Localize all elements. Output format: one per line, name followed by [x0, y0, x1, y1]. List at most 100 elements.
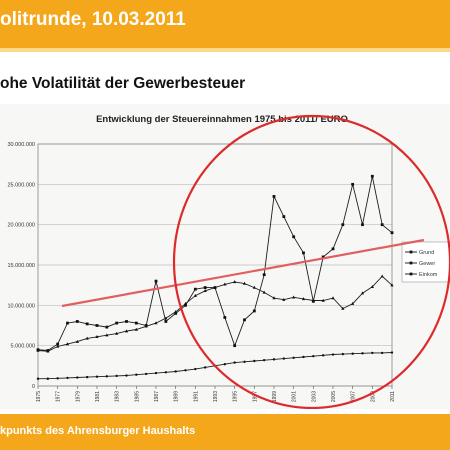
tax-revenue-chart: Entwicklung der Steuereinnahmen 1975 bis… — [7, 114, 450, 410]
x-axis-ticks: 1975 1977 1979 1981 1983 1985 1987 1989 1991 1993… — [36, 386, 396, 402]
x-tick-label: 1987 — [154, 391, 160, 402]
data-point — [302, 251, 305, 255]
data-point — [115, 321, 119, 325]
data-point — [154, 371, 158, 375]
legend-label: Grund — [419, 250, 434, 256]
data-point — [46, 349, 50, 353]
data-point — [361, 223, 364, 227]
data-point — [36, 348, 40, 352]
data-point — [85, 336, 89, 340]
x-tick-label: 2001 — [292, 391, 298, 402]
data-point — [154, 321, 158, 325]
data-point — [213, 285, 217, 289]
data-point — [144, 324, 148, 328]
y-tick-label: 0 — [32, 384, 35, 390]
data-point — [164, 320, 168, 323]
data-point — [243, 360, 246, 363]
data-point — [321, 298, 325, 302]
x-tick-label: 1995 — [233, 391, 239, 402]
legend-marker — [409, 272, 413, 276]
x-tick-label: 1975 — [36, 391, 42, 402]
series-group — [36, 174, 394, 380]
data-point — [312, 354, 315, 358]
data-point — [135, 373, 138, 376]
data-point — [272, 195, 276, 198]
data-point — [252, 309, 256, 313]
data-point — [66, 321, 69, 325]
title-bar: olitrunde, 10.03.2011 — [0, 0, 450, 48]
data-point — [105, 375, 109, 378]
data-point — [194, 367, 197, 371]
data-point — [371, 351, 374, 355]
y-axis-ticks: 0 5.000.000 10.000.000 15.000.000 20.000.000… — [7, 142, 35, 390]
x-tick-label: 1977 — [56, 391, 62, 402]
legend-marker — [409, 261, 413, 265]
data-point — [321, 354, 325, 357]
data-point — [223, 363, 227, 366]
data-point — [85, 322, 89, 326]
x-tick-label: 2003 — [311, 391, 317, 402]
data-point — [154, 279, 158, 283]
data-point — [360, 291, 365, 295]
footer-text: kpunkts des Ahrensburger Haushalts — [0, 425, 196, 437]
data-point — [115, 374, 118, 378]
data-point — [331, 247, 335, 251]
legend-label: Gewer — [419, 261, 435, 267]
x-tick-label: 1991 — [193, 391, 199, 402]
data-point — [134, 321, 138, 325]
data-point — [243, 318, 246, 322]
y-tick-label: 30.000.000 — [7, 142, 35, 148]
data-point — [351, 352, 354, 355]
data-point — [95, 324, 99, 327]
data-point — [302, 355, 305, 359]
data-point — [125, 320, 128, 323]
chart-title: Entwicklung der Steuereinnahmen 1975 bis… — [96, 114, 348, 125]
data-point — [292, 356, 295, 359]
data-point — [203, 366, 207, 369]
y-tick-label: 5.000.000 — [11, 344, 35, 350]
data-point — [380, 351, 384, 355]
data-point — [292, 235, 296, 239]
data-point — [282, 215, 286, 218]
data-point — [105, 333, 109, 337]
x-tick-label: 1997 — [252, 391, 258, 402]
data-point — [76, 376, 79, 379]
y-tick-label: 15.000.000 — [7, 263, 35, 269]
data-point — [144, 372, 148, 376]
data-point — [262, 290, 266, 294]
x-tick-label: 1983 — [115, 391, 121, 402]
x-tick-label: 1979 — [75, 391, 81, 402]
data-point — [380, 223, 384, 227]
data-point — [193, 293, 197, 297]
data-point — [203, 286, 207, 289]
slide-subtitle: ohe Volatilität der Gewerbesteuer — [0, 75, 246, 92]
slide-title: olitrunde, 10.03.2011 — [0, 9, 186, 30]
data-point — [233, 361, 236, 364]
data-point — [301, 297, 306, 301]
data-point — [75, 339, 79, 343]
legend-marker — [409, 250, 413, 254]
data-point — [351, 301, 355, 305]
data-point — [65, 342, 70, 346]
data-point — [184, 369, 187, 372]
data-point — [262, 358, 266, 362]
x-tick-label: 2005 — [331, 391, 337, 402]
y-tick-label: 25.000.000 — [7, 182, 35, 188]
data-point — [203, 289, 207, 293]
highlight-ellipse — [172, 114, 450, 410]
scanned-chart-area: Entwicklung der Steuereinnahmen 1975 bis… — [0, 104, 450, 410]
y-tick-label: 10.000.000 — [7, 303, 35, 309]
grid — [37, 143, 393, 387]
data-point — [331, 296, 335, 300]
data-point — [46, 377, 50, 380]
data-point — [174, 309, 178, 313]
data-point — [115, 331, 119, 335]
data-point — [390, 283, 394, 287]
data-point — [242, 281, 247, 285]
data-point — [233, 344, 237, 348]
x-tick-label: 1993 — [213, 391, 219, 402]
x-tick-label: 2009 — [370, 391, 376, 402]
data-point — [56, 377, 59, 380]
data-point — [282, 297, 286, 301]
data-point — [66, 376, 69, 380]
